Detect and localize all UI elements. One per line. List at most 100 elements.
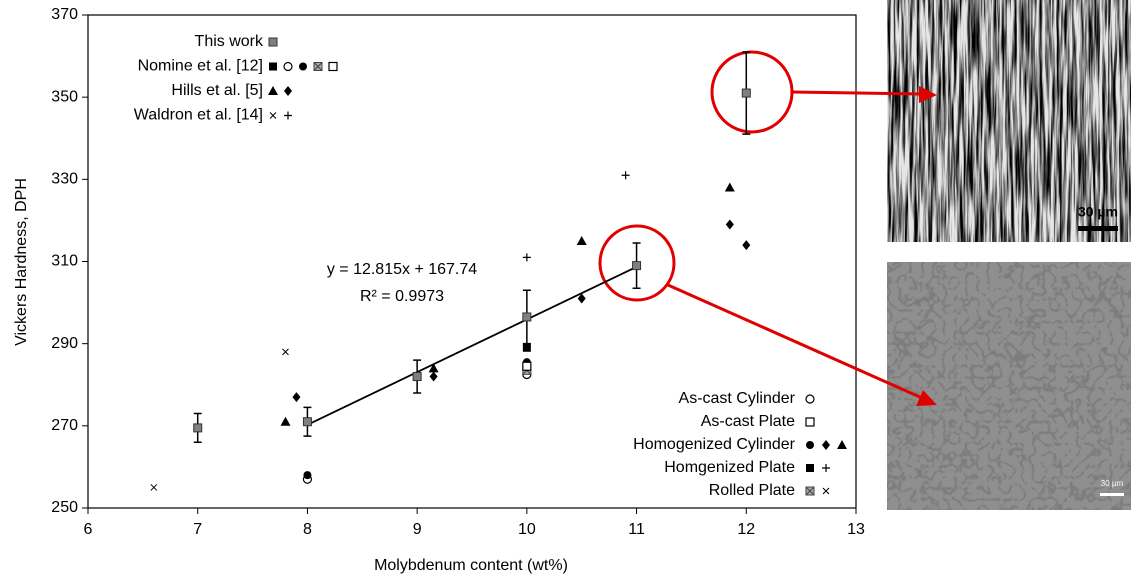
trendline-equation: y = 12.815x + 167.74 bbox=[327, 261, 477, 278]
marker-part bbox=[284, 86, 292, 96]
x-tick-label: 9 bbox=[413, 521, 422, 538]
point bbox=[576, 235, 587, 245]
trendline bbox=[307, 266, 637, 426]
scale-label: 30 µm bbox=[1078, 204, 1118, 220]
marker-part bbox=[576, 235, 587, 245]
point bbox=[741, 88, 751, 98]
legend-label: Homogenized Cylinder bbox=[633, 436, 796, 453]
arrow-head bbox=[916, 390, 937, 406]
legend-marker bbox=[837, 440, 847, 449]
marker-part bbox=[268, 37, 278, 47]
marker-part bbox=[805, 394, 815, 404]
legend-marker bbox=[822, 464, 830, 472]
point bbox=[302, 417, 312, 427]
y-tick-label: 270 bbox=[51, 417, 78, 434]
marker-part bbox=[522, 253, 531, 262]
legend-marker bbox=[284, 111, 292, 120]
point bbox=[725, 219, 734, 230]
marker-part bbox=[268, 86, 278, 95]
marker-part bbox=[805, 417, 815, 427]
trendline-r2: R² = 0.9973 bbox=[360, 288, 444, 305]
legend-label: This work bbox=[195, 33, 264, 50]
marker-part bbox=[724, 182, 735, 192]
marker-part bbox=[299, 62, 307, 71]
x-tick-label: 12 bbox=[737, 521, 755, 538]
scale-label: 30 µm bbox=[1101, 479, 1124, 488]
x-tick-label: 6 bbox=[84, 521, 93, 538]
marker-part bbox=[822, 487, 830, 495]
marker-part bbox=[292, 392, 301, 403]
marker-part bbox=[269, 62, 277, 71]
y-axis-label: Vickers Hardness, DPH bbox=[13, 178, 30, 346]
callout-circle bbox=[598, 224, 676, 302]
marker-part bbox=[269, 112, 277, 119]
point bbox=[282, 348, 289, 356]
legend-label: Nomine et al. [12] bbox=[138, 58, 263, 75]
legend-label: Rolled Plate bbox=[709, 482, 795, 499]
point bbox=[632, 261, 642, 271]
legend-marker bbox=[822, 487, 830, 495]
marker-part bbox=[280, 416, 291, 426]
x-tick-label: 11 bbox=[628, 521, 645, 538]
x-axis-label: Molybdenum content (wt%) bbox=[374, 557, 568, 574]
x-tick-label: 10 bbox=[518, 521, 536, 538]
marker-part bbox=[742, 240, 751, 251]
y-tick-label: 350 bbox=[51, 88, 78, 105]
point bbox=[193, 423, 203, 433]
legend-label: Hills et al. [5] bbox=[171, 82, 263, 99]
marker-part bbox=[621, 171, 630, 180]
point bbox=[150, 484, 158, 491]
legend-marker bbox=[313, 62, 323, 71]
x-tick-label: 8 bbox=[303, 521, 312, 538]
point bbox=[280, 416, 291, 426]
point bbox=[522, 253, 531, 262]
legend-marker bbox=[284, 86, 292, 96]
point bbox=[303, 471, 312, 480]
point bbox=[522, 343, 531, 352]
x-tick-label: 7 bbox=[193, 521, 202, 538]
callout-circle bbox=[710, 50, 794, 134]
marker-part bbox=[522, 312, 532, 322]
legend-marker bbox=[269, 62, 277, 71]
marker-part bbox=[741, 88, 751, 98]
marker-part bbox=[282, 348, 289, 356]
marker-part bbox=[303, 471, 312, 480]
point bbox=[742, 240, 751, 251]
y-tick-label: 370 bbox=[51, 6, 78, 23]
legend-marker bbox=[805, 486, 815, 496]
legend-marker bbox=[806, 441, 814, 449]
marker-part bbox=[283, 61, 293, 72]
marker-part bbox=[522, 343, 531, 352]
legend-marker bbox=[822, 440, 830, 450]
marker-part bbox=[313, 62, 323, 71]
y-tick-label: 250 bbox=[51, 499, 78, 516]
point bbox=[428, 363, 439, 373]
legend-marker bbox=[299, 62, 307, 71]
arrow-head bbox=[919, 86, 937, 103]
x-tick-label: 13 bbox=[847, 521, 865, 538]
point bbox=[724, 182, 735, 192]
marker-part bbox=[822, 464, 830, 472]
legend-marker bbox=[805, 417, 815, 427]
legend-marker bbox=[269, 112, 277, 119]
y-tick-label: 330 bbox=[51, 171, 78, 188]
legend-label: Waldron et al. [14] bbox=[134, 107, 263, 124]
point bbox=[292, 392, 301, 403]
point bbox=[429, 371, 438, 382]
legend-marker bbox=[328, 61, 338, 72]
marker-part bbox=[805, 486, 815, 496]
point bbox=[522, 312, 532, 322]
marker-part bbox=[428, 363, 439, 373]
legend-marker bbox=[806, 464, 814, 472]
marker-part bbox=[429, 371, 438, 382]
marker-part bbox=[412, 372, 422, 382]
scale-bar bbox=[1100, 493, 1124, 496]
point bbox=[522, 361, 532, 371]
marker-part bbox=[632, 261, 642, 271]
marker-part bbox=[522, 361, 532, 371]
legend-marker bbox=[268, 37, 278, 47]
point bbox=[577, 293, 586, 304]
legend-marker bbox=[268, 86, 278, 95]
marker-part bbox=[725, 219, 734, 230]
